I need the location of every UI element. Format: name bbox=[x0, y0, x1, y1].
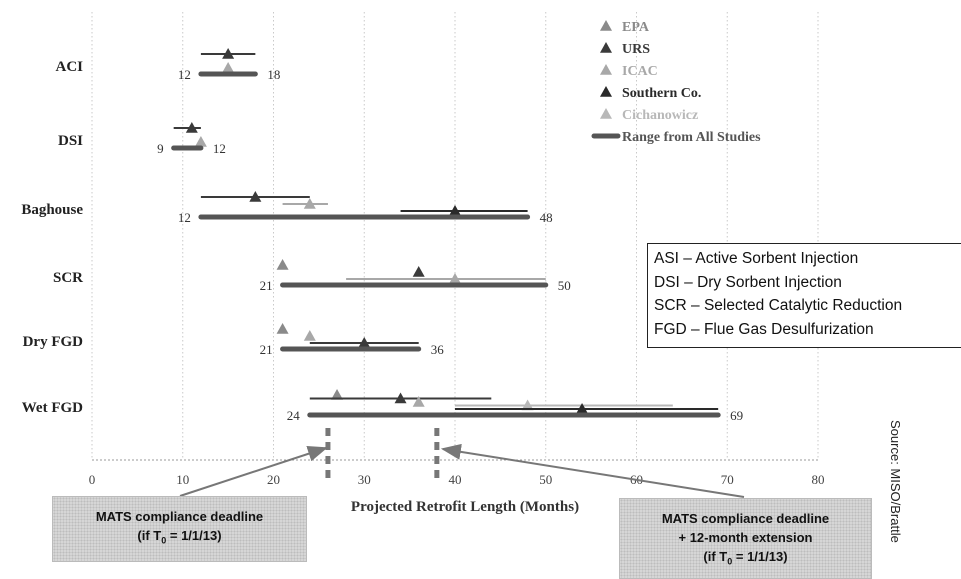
range-start-label-dry-fgd: 21 bbox=[260, 342, 273, 357]
legend-label-epa: EPA bbox=[622, 20, 650, 35]
deadline-callout-mats: MATS compliance deadline (if T0 = 1/1/13… bbox=[52, 496, 307, 562]
deadline-callout-mats-extension: MATS compliance deadline + 12-month exte… bbox=[619, 498, 872, 579]
range-start-label-aci: 12 bbox=[178, 67, 191, 82]
range-end-label-baghouse: 48 bbox=[540, 210, 553, 225]
deadline-arrow-1 bbox=[440, 443, 745, 498]
range-end-label-wet-fgd: 69 bbox=[730, 408, 743, 423]
study-marker-dry-fgd-1 bbox=[303, 330, 316, 341]
callout-mats-title: MATS compliance deadline bbox=[95, 509, 264, 524]
study-marker-scr-2 bbox=[449, 273, 461, 284]
category-label-wet-fgd: Wet FGD bbox=[22, 400, 83, 416]
category-label-dsi: DSI bbox=[58, 133, 83, 149]
study-marker-dry-fgd-2 bbox=[358, 337, 371, 348]
callout-ext-title: MATS compliance deadline bbox=[661, 511, 830, 526]
category-label-dry-fgd: Dry FGD bbox=[23, 334, 84, 350]
study-marker-wet-fgd-0 bbox=[331, 389, 344, 400]
range-end-label-scr: 50 bbox=[558, 278, 571, 293]
category-label-baghouse: Baghouse bbox=[21, 202, 83, 218]
study-marker-baghouse-1 bbox=[303, 198, 316, 209]
study-marker-wet-fgd-3 bbox=[521, 399, 534, 411]
callout-ext-extension: + 12-month extension bbox=[678, 530, 813, 545]
study-marker-scr-1 bbox=[412, 266, 425, 277]
abbreviation-legend: ASI – Active Sorbent Injection DSI – Dry… bbox=[647, 243, 961, 348]
legend-label-range-from-all-studies: Range from All Studies bbox=[622, 130, 761, 145]
study-marker-dry-fgd-0 bbox=[276, 323, 289, 334]
x-axis-title: Projected Retrofit Length (Months) bbox=[351, 499, 579, 515]
x-tick-label-0: 0 bbox=[89, 472, 96, 487]
study-marker-wet-fgd-1 bbox=[394, 392, 407, 404]
range-start-label-dsi: 9 bbox=[157, 141, 164, 156]
x-tick-label-8: 80 bbox=[812, 472, 825, 487]
study-marker-baghouse-2 bbox=[449, 205, 461, 216]
abbreviation-scr: SCR – Selected Catalytic Reduction bbox=[654, 297, 903, 314]
study-marker-aci-0 bbox=[222, 48, 235, 59]
source-note: Source: MISO/Brattle bbox=[888, 420, 903, 543]
legend-marker-urs bbox=[600, 42, 612, 53]
category-label-scr: SCR bbox=[53, 270, 83, 286]
x-tick-label-7: 70 bbox=[721, 472, 734, 487]
callout-ext-condition: (if T0 = 1/1/13) bbox=[703, 549, 788, 567]
legend-marker-epa bbox=[600, 20, 612, 31]
abbreviation-asi: ASI – Active Sorbent Injection bbox=[654, 250, 859, 267]
x-tick-label-5: 50 bbox=[539, 472, 552, 487]
x-tick-label-2: 20 bbox=[267, 472, 280, 487]
range-end-label-dry-fgd: 36 bbox=[431, 342, 445, 357]
legend-label-cichanowicz: Cichanowicz bbox=[622, 108, 698, 123]
legend-marker-southern-co bbox=[600, 86, 612, 97]
x-tick-label-3: 30 bbox=[358, 472, 371, 487]
range-end-label-dsi: 12 bbox=[213, 141, 226, 156]
study-marker-scr-0 bbox=[276, 259, 289, 270]
deadline-arrow-0 bbox=[179, 446, 328, 497]
study-marker-wet-fgd-4 bbox=[576, 403, 589, 414]
x-tick-label-1: 10 bbox=[176, 472, 189, 487]
range-start-label-scr: 21 bbox=[260, 278, 273, 293]
study-marker-aci-1 bbox=[222, 62, 235, 73]
range-start-label-wet-fgd: 24 bbox=[287, 408, 301, 423]
callout-mats-condition: (if T0 = 1/1/13) bbox=[137, 528, 222, 546]
study-marker-baghouse-0 bbox=[249, 191, 262, 202]
x-tick-label-4: 40 bbox=[449, 472, 462, 487]
study-marker-dsi-0 bbox=[185, 122, 198, 133]
legend-label-southern-co: Southern Co. bbox=[622, 86, 701, 101]
abbreviation-fgd: FGD – Flue Gas Desulfurization bbox=[654, 320, 874, 338]
legend-marker-cichanowicz bbox=[600, 108, 612, 119]
legend-label-urs: URS bbox=[622, 42, 650, 57]
range-end-label-aci: 18 bbox=[267, 67, 280, 82]
abbreviation-dsi: DSI – Dry Sorbent Injection bbox=[654, 273, 842, 291]
range-start-label-baghouse: 12 bbox=[178, 210, 191, 225]
category-label-aci: ACI bbox=[55, 59, 83, 75]
study-marker-wet-fgd-2 bbox=[412, 396, 425, 407]
study-marker-dsi-1 bbox=[194, 136, 207, 147]
legend-label-icac: ICAC bbox=[622, 64, 658, 79]
legend-marker-icac bbox=[600, 64, 612, 75]
